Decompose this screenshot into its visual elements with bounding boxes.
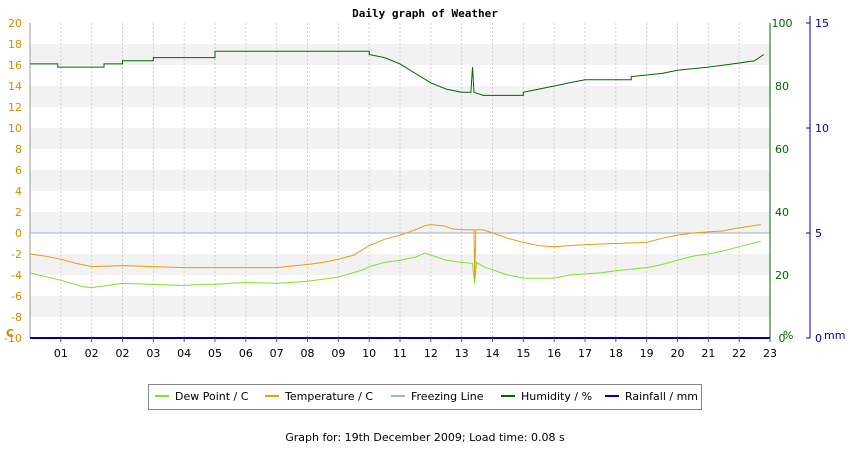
x-tick-label: 19 [640, 347, 654, 360]
gridlines [60, 23, 740, 338]
y-left-tick-label: 20 [8, 17, 22, 30]
x-tick-label: 13 [455, 347, 469, 360]
y-rain-tick-label: 0 [815, 332, 822, 345]
y-left-tick-label: 0 [15, 227, 22, 240]
y-humidity-tick-label: 0 [779, 332, 786, 345]
x-tick-label: 21 [701, 347, 715, 360]
y-left-tick-label: 12 [8, 101, 22, 114]
y-left-tick-label: 2 [15, 206, 22, 219]
y-rain-tick-label: 5 [815, 227, 822, 240]
y-left-tick-label: -2 [11, 248, 22, 261]
y-left-tick-label: 4 [15, 185, 22, 198]
y-left-tick-label: -6 [11, 290, 22, 303]
y-humidity-tick-label: 40 [775, 206, 789, 219]
graph-footer: Graph for: 19th December 2009; Load time… [285, 431, 565, 444]
y-left-tick-labels: -10 -8 -6 -4 -2 0 2 4 6 8 10 12 14 16 18 20 [4, 17, 22, 345]
x-tick-label: 08 [301, 347, 315, 360]
x-tick-label: 07 [270, 347, 284, 360]
legend-item-freezing-line: Freezing Line [391, 390, 484, 403]
legend-label-humidity: Humidity / % [521, 390, 593, 403]
x-tick-label: 23 [763, 347, 777, 360]
x-tick-label: 02 [85, 347, 99, 360]
legend-label-temperature: Temperature / C [285, 390, 374, 403]
x-tick-label: 11 [393, 347, 407, 360]
legend-swatch-dew-point [155, 395, 169, 397]
y-rain-tick-label: 15 [815, 17, 829, 30]
x-tick-label: 04 [177, 347, 191, 360]
legend-swatch-temperature [265, 395, 279, 397]
y-humidity-tick-labels: 0 20 40 60 80 100 [772, 17, 793, 345]
x-tick-label: 05 [208, 347, 222, 360]
x-tick-label: 15 [516, 347, 530, 360]
x-tick-label: 09 [331, 347, 345, 360]
y-humidity-tick-label: 20 [775, 269, 789, 282]
y-left-tick-label: -8 [11, 311, 22, 324]
series-line-temperature [29, 224, 761, 279]
x-tick-label: 17 [578, 347, 592, 360]
legend-item-dew-point: Dew Point / C [155, 390, 248, 403]
legend-swatch-rainfall [605, 395, 619, 397]
chart-title: Daily graph of Weather [352, 7, 498, 20]
x-tick-label: 22 [732, 347, 746, 360]
y-humidity-tick-label: 100 [772, 17, 793, 30]
y-left-tick-label: 8 [15, 143, 22, 156]
x-tick-label: 18 [609, 347, 623, 360]
y-left-axis-label: C [6, 327, 14, 340]
legend-item-temperature: Temperature / C [265, 390, 373, 403]
y-humidity-tick-label: 80 [775, 80, 789, 93]
x-tick-label: 20 [671, 347, 685, 360]
y-left-tick-label: -10 [4, 332, 22, 345]
legend: Dew Point / C Temperature / C Freezing L… [148, 384, 702, 410]
legend-item-rainfall: Rainfall / mm [605, 390, 698, 403]
y-rain-axis-label: mm [824, 329, 845, 342]
legend-swatch-humidity [501, 395, 515, 397]
legend-label-freezing-line: Freezing Line [411, 390, 484, 403]
y-left-tick-label: 16 [8, 59, 22, 72]
y-left-tick-label: 14 [8, 80, 22, 93]
x-tick-label: 10 [362, 347, 376, 360]
x-tick-label: 01 [54, 347, 68, 360]
series-line-dew-point [29, 240, 761, 289]
y-left-tick-label: 18 [8, 38, 22, 51]
x-tick-label: 12 [424, 347, 438, 360]
y-left-tick-label: 6 [15, 164, 22, 177]
y-left-tick-label: 10 [8, 122, 22, 135]
y-humidity-tick-label: 60 [775, 143, 789, 156]
y-humidity-axis-label: % [783, 329, 793, 342]
legend-label-rainfall: Rainfall / mm [625, 390, 699, 403]
x-tick-label: 06 [239, 347, 253, 360]
y-left-tick-label: -4 [11, 269, 22, 282]
legend-item-humidity: Humidity / % [501, 390, 592, 403]
x-tick-label: 16 [547, 347, 561, 360]
series-line-humidity [30, 50, 765, 96]
legend-label-dew-point: Dew Point / C [175, 390, 249, 403]
x-tick-label: 03 [146, 347, 160, 360]
legend-swatch-freezing-line [391, 395, 405, 397]
y-rain-tick-label: 10 [815, 122, 829, 135]
y-rain-tick-labels: 0 5 10 15 [806, 17, 829, 345]
x-tick-label: 14 [486, 347, 500, 360]
x-tick-label: 02 [116, 347, 130, 360]
x-tick-labels: 01 02 02 03 04 05 06 07 08 09 10 11 12 13 14 15 16 17 18 19… [54, 338, 777, 360]
